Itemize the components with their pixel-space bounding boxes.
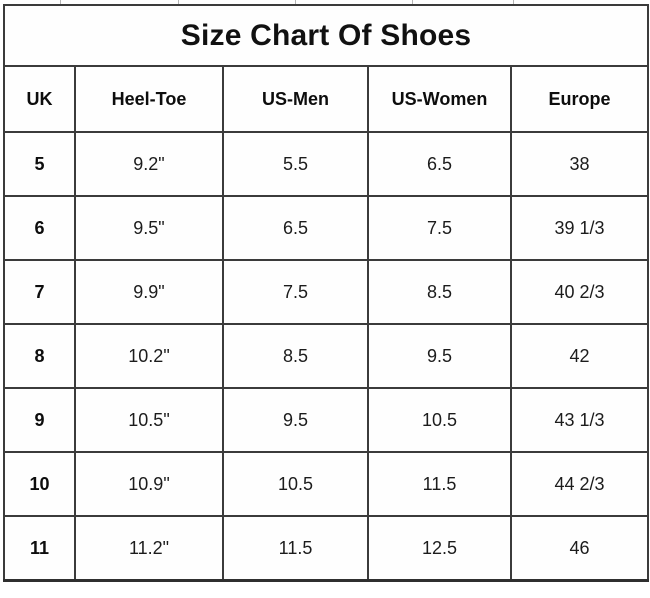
cell-heel-toe: 9.5"	[74, 195, 224, 261]
table-row: 7 9.9" 7.5 8.5 40 2/3	[3, 259, 650, 325]
cell-uk: 5	[3, 131, 76, 197]
table-row: 5 9.2" 5.5 6.5 38	[3, 131, 650, 197]
cell-us-men: 9.5	[222, 387, 369, 453]
cell-us-men: 11.5	[222, 515, 369, 582]
grid-artifact-tick	[513, 0, 514, 5]
cell-uk: 11	[3, 515, 76, 582]
grid-artifact-tick	[178, 0, 179, 5]
cell-heel-toe: 10.9"	[74, 451, 224, 517]
table-title: Size Chart Of Shoes	[2, 4, 650, 67]
grid-artifact-tick	[412, 0, 413, 5]
cell-heel-toe: 10.2"	[74, 323, 224, 389]
column-header-us-women: US-Women	[367, 65, 512, 133]
table-row: 9 10.5" 9.5 10.5 43 1/3	[3, 387, 650, 453]
cell-europe: 43 1/3	[509, 387, 650, 453]
cell-uk: 7	[3, 259, 76, 325]
column-header-us-men: US-Men	[222, 65, 369, 133]
grid-artifact-tick	[295, 0, 296, 5]
cell-heel-toe: 9.2"	[74, 131, 224, 197]
table-row: 10 10.9" 10.5 11.5 44 2/3	[3, 451, 650, 517]
column-header-uk: UK	[3, 65, 76, 133]
column-header-europe: Europe	[509, 65, 650, 133]
cell-europe: 39 1/3	[509, 195, 650, 261]
table-row: 8 10.2" 8.5 9.5 42	[3, 323, 650, 389]
column-header-heel-toe: Heel-Toe	[74, 65, 224, 133]
table-row: 6 9.5" 6.5 7.5 39 1/3	[3, 195, 650, 261]
cell-uk: 9	[3, 387, 76, 453]
cell-us-women: 9.5	[367, 323, 512, 389]
cell-us-men: 6.5	[222, 195, 369, 261]
cell-us-men: 5.5	[222, 131, 369, 197]
size-chart-table: Size Chart Of Shoes UK Heel-Toe US-Men U…	[2, 4, 650, 582]
cell-us-women: 8.5	[367, 259, 512, 325]
cell-europe: 46	[509, 515, 650, 582]
cell-heel-toe: 11.2"	[74, 515, 224, 582]
cell-us-men: 10.5	[222, 451, 369, 517]
table-header-row: UK Heel-Toe US-Men US-Women Europe	[3, 65, 650, 133]
cell-us-women: 11.5	[367, 451, 512, 517]
cell-europe: 42	[509, 323, 650, 389]
cell-europe: 40 2/3	[509, 259, 650, 325]
cell-europe: 38	[509, 131, 650, 197]
cell-us-women: 12.5	[367, 515, 512, 582]
cell-us-women: 6.5	[367, 131, 512, 197]
cell-heel-toe: 10.5"	[74, 387, 224, 453]
cell-uk: 10	[3, 451, 76, 517]
cell-us-men: 7.5	[222, 259, 369, 325]
cell-us-women: 10.5	[367, 387, 512, 453]
table-row: 11 11.2" 11.5 12.5 46	[3, 515, 650, 582]
grid-artifact-tick	[60, 0, 61, 5]
cell-europe: 44 2/3	[509, 451, 650, 517]
cell-uk: 6	[3, 195, 76, 261]
cell-us-women: 7.5	[367, 195, 512, 261]
cell-us-men: 8.5	[222, 323, 369, 389]
cell-heel-toe: 9.9"	[74, 259, 224, 325]
table-title-row: Size Chart Of Shoes	[2, 4, 650, 67]
cell-uk: 8	[3, 323, 76, 389]
